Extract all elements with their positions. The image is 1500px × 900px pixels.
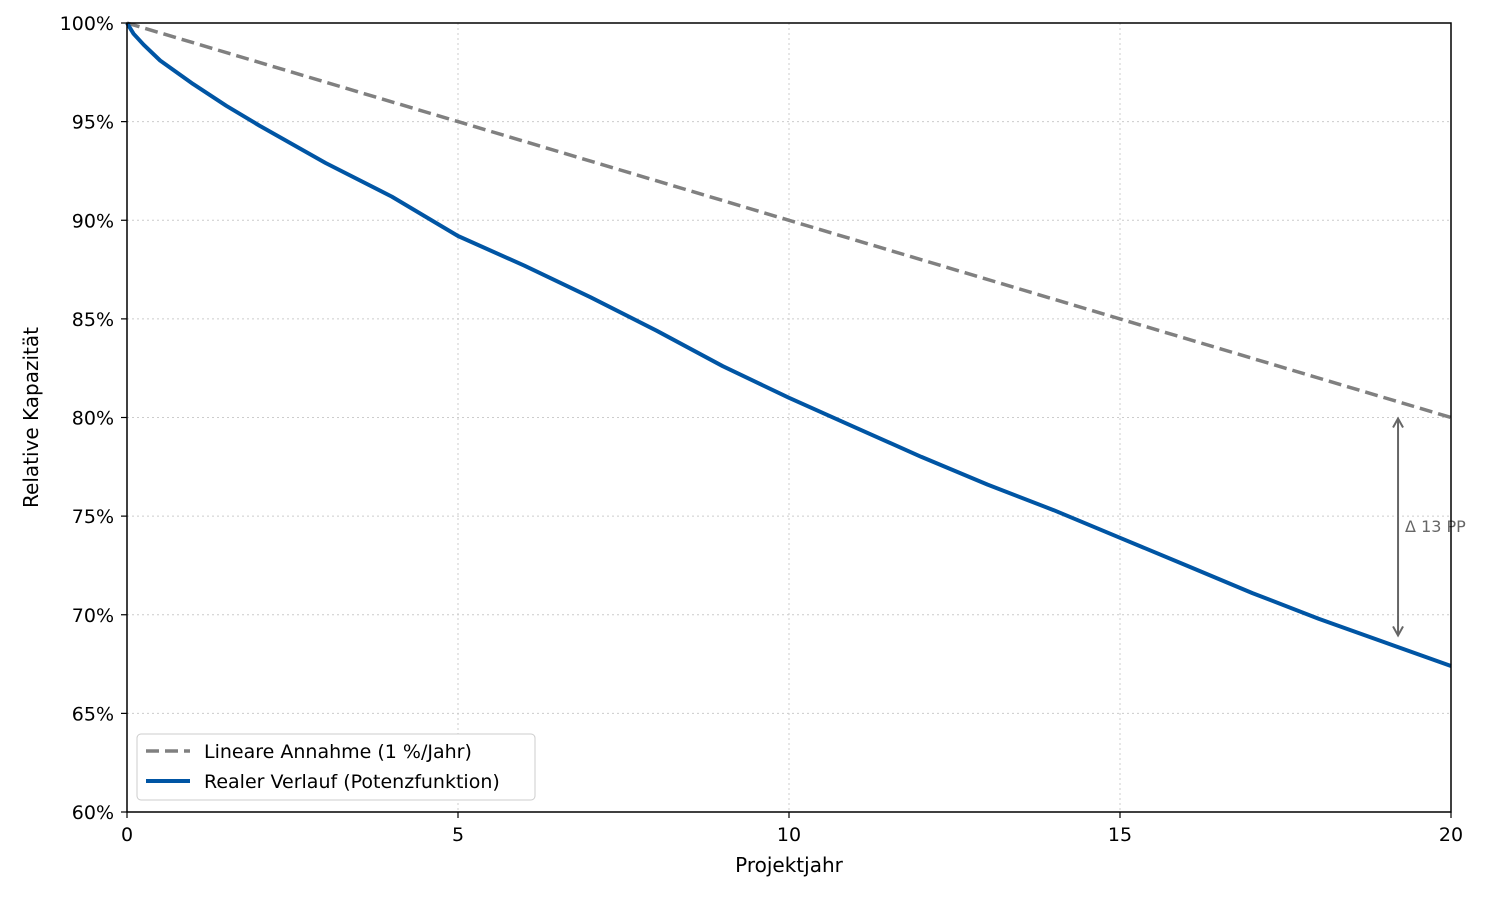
x-tick-label: 0 <box>121 824 133 846</box>
annotation-arrow-head-top <box>1392 416 1404 428</box>
y-tick-label: 95% <box>72 112 114 134</box>
annotation-arrow-head-bottom <box>1392 625 1404 638</box>
y-tick-label: 85% <box>72 309 114 331</box>
y-tick-label: 75% <box>72 506 114 528</box>
legend-label-real: Realer Verlauf (Potenzfunktion) <box>204 771 500 793</box>
x-axis-title: Projektjahr <box>735 853 844 877</box>
x-tick-label: 20 <box>1439 824 1463 846</box>
annotation-label: Δ 13 PP <box>1405 517 1466 536</box>
x-tick-label: 15 <box>1108 824 1132 846</box>
y-tick-label: 90% <box>72 210 114 232</box>
legend-label-linear: Lineare Annahme (1 %/Jahr) <box>204 741 472 763</box>
y-tick-label: 65% <box>72 703 114 725</box>
series-line-linear <box>126 21 1452 420</box>
y-axis-title: Relative Kapazität <box>19 327 43 508</box>
tick-layer: 0 5 10 15 20 60% 65% 70% 75% 80% 85% 90% 95% 100% <box>60 13 1463 846</box>
series-line-real <box>125 21 1452 668</box>
series-layer <box>125 21 1452 668</box>
legend-box <box>136 733 536 801</box>
x-tick-label: 5 <box>452 824 464 846</box>
y-tick-label: 100% <box>60 13 114 35</box>
x-tick-label: 10 <box>777 824 801 846</box>
legend: Lineare Annahme (1 %/Jahr) Realer Verlau… <box>136 733 536 801</box>
annotation-layer: Δ 13 PP <box>1392 416 1466 638</box>
grid-layer <box>126 22 1452 813</box>
y-tick-label: 60% <box>72 802 114 824</box>
y-tick-label: 80% <box>72 408 114 430</box>
y-tick-label: 70% <box>72 605 114 627</box>
